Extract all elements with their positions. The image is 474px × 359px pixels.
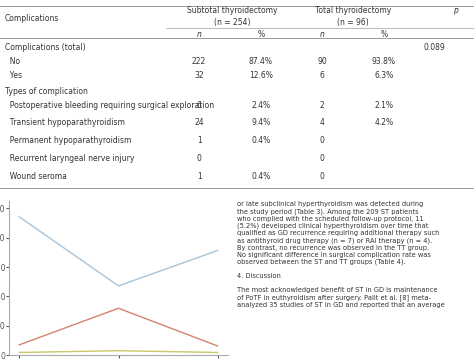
Text: 24: 24 (194, 118, 204, 127)
Text: Total thyroidectomy: Total thyroidectomy (315, 6, 391, 15)
Text: 0.4%: 0.4% (251, 172, 270, 181)
Text: Subtotal thyroidectomy: Subtotal thyroidectomy (187, 6, 277, 15)
Hyperthyroidism (17, 350, 22, 355)
Hyperthyroidism (215, 350, 220, 355)
Text: 1: 1 (197, 136, 201, 145)
Text: Wound seroma: Wound seroma (5, 172, 67, 181)
Text: Yes: Yes (5, 71, 22, 80)
Text: 32: 32 (194, 71, 204, 80)
Euthyroidism (17, 342, 22, 347)
Text: 87.4%: 87.4% (249, 57, 273, 66)
Euthyroidism (215, 344, 220, 348)
Text: 6.3%: 6.3% (374, 71, 393, 80)
Text: 93.8%: 93.8% (372, 57, 396, 66)
Text: 2.4%: 2.4% (251, 101, 270, 110)
Text: 0: 0 (197, 154, 201, 163)
Euthyroidism (116, 306, 121, 311)
Text: p: p (453, 6, 457, 15)
Text: 6: 6 (320, 71, 325, 80)
Hypothyroidism (17, 215, 22, 219)
Line: Euthyroidism: Euthyroidism (19, 308, 218, 346)
Hypothyroidism (215, 248, 220, 253)
Text: Recurrent laryngeal nerve injury: Recurrent laryngeal nerve injury (5, 154, 134, 163)
Text: 0.4%: 0.4% (251, 136, 270, 145)
Text: 4.2%: 4.2% (374, 118, 393, 127)
Text: Types of complication: Types of complication (5, 87, 88, 96)
Text: (n = 96): (n = 96) (337, 18, 369, 27)
Text: %: % (257, 30, 264, 39)
Text: %: % (380, 30, 388, 39)
Text: 9.4%: 9.4% (251, 118, 270, 127)
Text: Transient hypoparathyroidism: Transient hypoparathyroidism (5, 118, 125, 127)
Text: 222: 222 (192, 57, 206, 66)
Text: 90: 90 (318, 57, 327, 66)
Line: Hyperthyroidism: Hyperthyroidism (19, 351, 218, 353)
Hypothyroidism (116, 284, 121, 288)
Text: n: n (320, 30, 325, 39)
Text: or late subclinical hyperthyroidism was detected during
the study period (Table : or late subclinical hyperthyroidism was … (237, 201, 445, 308)
Text: 6: 6 (197, 101, 201, 110)
Text: 4: 4 (320, 118, 325, 127)
Text: 12.6%: 12.6% (249, 71, 273, 80)
Text: 0: 0 (320, 136, 325, 145)
Text: Complications: Complications (5, 14, 59, 23)
Text: Permanent hypoparathyroidism: Permanent hypoparathyroidism (5, 136, 131, 145)
Text: 2.1%: 2.1% (374, 101, 393, 110)
Text: Postoperative bleeding requiring surgical exploration: Postoperative bleeding requiring surgica… (5, 101, 214, 110)
Text: 1: 1 (197, 172, 201, 181)
Text: n: n (197, 30, 201, 39)
Text: (n = 254): (n = 254) (214, 18, 251, 27)
Text: 0.089: 0.089 (424, 43, 446, 52)
Hyperthyroidism (116, 349, 121, 353)
Text: Complications (total): Complications (total) (5, 43, 85, 52)
Line: Hypothyroidism: Hypothyroidism (19, 217, 218, 286)
Text: No: No (5, 57, 20, 66)
Text: 0: 0 (320, 154, 325, 163)
Text: 2: 2 (320, 101, 325, 110)
Text: 0: 0 (320, 172, 325, 181)
